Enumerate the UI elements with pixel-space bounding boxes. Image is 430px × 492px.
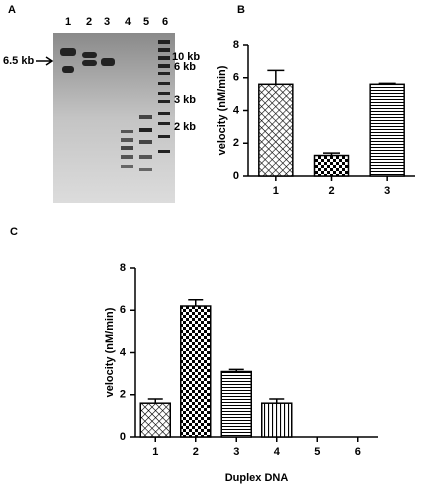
- y-tick-label: 8: [233, 39, 239, 51]
- marker-label: 6.5 kb: [3, 55, 34, 67]
- lane-label: 3: [104, 16, 110, 28]
- lane-label: 4: [125, 16, 132, 28]
- lane-label: 6: [162, 16, 168, 28]
- x-tick-label: 2: [328, 185, 334, 197]
- x-tick-label: 1: [152, 446, 158, 458]
- y-tick-label: 0: [120, 431, 126, 443]
- error-bar: [378, 82, 396, 85]
- lane-label: 1: [65, 16, 71, 28]
- bar: [258, 83, 294, 177]
- bar: [313, 154, 350, 177]
- ladder-label: 10 kb: [172, 51, 200, 63]
- error-bar: [269, 398, 285, 404]
- y-tick-label: 0: [233, 170, 239, 182]
- y-tick-label: 4: [233, 104, 240, 116]
- bar: [180, 305, 212, 438]
- y-tick-label: 6: [120, 304, 126, 316]
- bar: [261, 402, 293, 438]
- error-bar: [188, 298, 204, 307]
- error-bar: [228, 368, 244, 372]
- x-tick-label: 3: [384, 185, 390, 197]
- y-axis-title: velocity (nM/min): [216, 65, 228, 155]
- y-axis-title: velocity (nM/min): [104, 307, 116, 397]
- x-tick-label: 4: [274, 446, 281, 458]
- bar: [139, 402, 171, 438]
- x-tick-label: 1: [273, 185, 279, 197]
- x-tick-label: 3: [233, 446, 239, 458]
- y-tick-label: 4: [120, 346, 127, 358]
- y-tick-label: 8: [120, 262, 126, 274]
- x-axis-title: Duplex DNA: [225, 472, 289, 484]
- lane-label: 5: [143, 16, 149, 28]
- panel-label: A: [8, 4, 16, 16]
- gel-bands: [60, 40, 170, 171]
- error-bar: [323, 152, 340, 156]
- bar: [369, 83, 405, 177]
- ladder-label: 2 kb: [174, 121, 196, 133]
- error-bar: [267, 69, 285, 85]
- x-tick-label: 2: [193, 446, 199, 458]
- x-tick-label: 6: [355, 446, 361, 458]
- y-tick-label: 2: [120, 389, 126, 401]
- x-tick-label: 5: [314, 446, 320, 458]
- y-tick-label: 2: [233, 137, 239, 149]
- ladder-label: 6 kb: [174, 61, 196, 73]
- gel-panel: A 1 2 3 4 5 6 6.5 kb 10 kb 6 kb 3 kb 2 k…: [3, 4, 200, 203]
- bar: [220, 370, 252, 438]
- ladder-label: 3 kb: [174, 94, 196, 106]
- panel-label: C: [10, 226, 18, 238]
- gel-image: [53, 33, 175, 203]
- error-bar: [147, 398, 163, 404]
- panel-label: B: [237, 4, 245, 16]
- y-tick-label: 6: [233, 72, 239, 84]
- marker-arrow: [36, 56, 54, 66]
- lane-label: 2: [86, 16, 92, 28]
